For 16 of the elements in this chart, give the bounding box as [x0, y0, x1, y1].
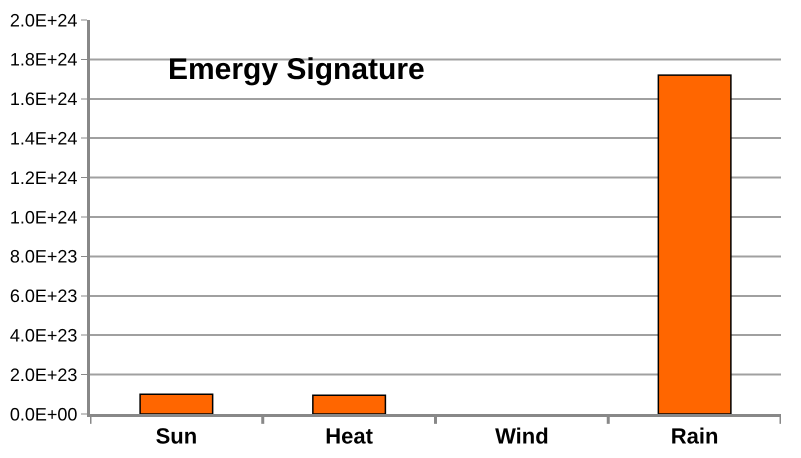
y-tick-label: 2.0E+24 [10, 10, 78, 30]
y-tick-label: 1.8E+24 [10, 50, 78, 70]
y-tick-label: 4.0E+23 [10, 326, 78, 346]
x-tick-label: Wind [495, 423, 549, 448]
y-tick-label: 1.6E+24 [10, 89, 78, 110]
y-tick-label: 1.0E+24 [10, 207, 78, 228]
y-tick-label: 1.4E+24 [10, 128, 78, 148]
y-tick-label: 6.0E+23 [10, 286, 78, 306]
x-tick-label: Rain [670, 423, 718, 448]
y-tick-label: 0.0E+00 [10, 404, 78, 424]
x-tick-label: Heat [325, 423, 374, 448]
x-tick-label: Sun [156, 423, 198, 448]
text: Emergy Signature [168, 53, 425, 86]
y-tick-label: 8.0E+23 [10, 246, 78, 267]
y-tick-label: 1.2E+24 [10, 168, 78, 188]
y-tick-label: 2.0E+23 [10, 364, 78, 385]
